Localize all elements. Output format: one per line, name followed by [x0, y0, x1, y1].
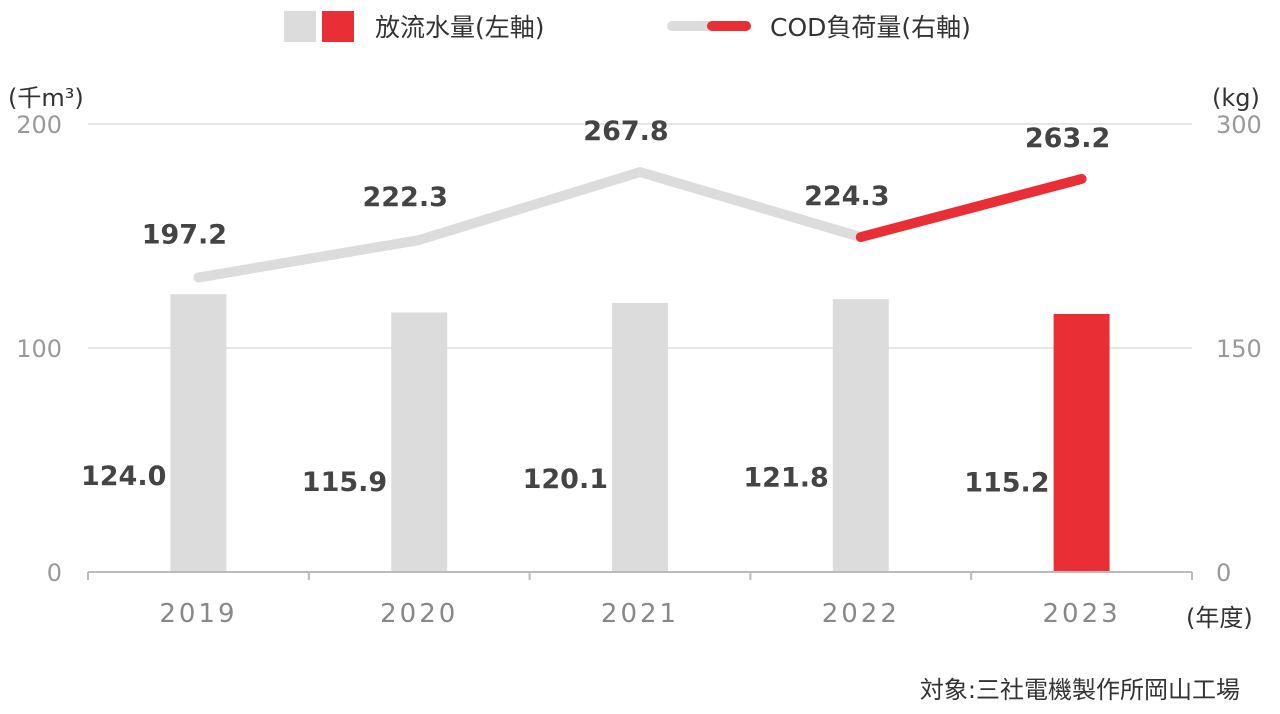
left-axis-unit: (千m³): [8, 84, 84, 112]
bar-2020: [391, 312, 448, 572]
right-tick-300: 300: [1216, 111, 1262, 139]
legend-label-line: COD負荷量(右軸): [770, 13, 971, 42]
category-labels: 2019 2020 2021 2022 2023: [159, 599, 1121, 629]
line-value-label-2021: 267.8: [583, 116, 668, 147]
line-value-label-2022: 224.3: [804, 181, 889, 212]
line-value-labels: 197.2 222.3 267.8 224.3 263.2: [142, 116, 1111, 250]
legend: 放流水量(左軸) COD負荷量(右軸): [284, 11, 971, 42]
left-axis-ticks: 0 100 200: [16, 111, 62, 587]
left-tick-200: 200: [16, 111, 62, 139]
bar-2019: [170, 294, 227, 572]
cod-line-segment-2021-2022: [635, 167, 866, 243]
bar-value-label-2019: 124.0: [81, 461, 166, 492]
bar-value-label-2023: 115.2: [964, 468, 1049, 499]
legend-swatch-bar-highlight: [322, 11, 354, 42]
cod-line: [193, 167, 1087, 283]
line-value-label-2019: 197.2: [142, 220, 227, 251]
bar-value-label-2020: 115.9: [302, 467, 387, 498]
right-axis-unit: (kg): [1212, 84, 1260, 112]
legend-label-bar: 放流水量(左軸): [375, 13, 545, 42]
right-axis-ticks: 0 150 300: [1216, 111, 1262, 587]
bar-2022: [832, 299, 889, 572]
legend-swatch-bar-muted: [284, 11, 316, 42]
category-label-2019: 2019: [159, 599, 237, 629]
cod-line-segment-2022-2023: [855, 173, 1087, 243]
cod-line-segment-2020-2021: [414, 167, 645, 246]
left-tick-100: 100: [16, 335, 62, 363]
bar-2023: [1053, 313, 1110, 572]
category-label-2021: 2021: [601, 599, 679, 629]
bar-value-label-2021: 120.1: [523, 464, 608, 495]
category-label-2020: 2020: [380, 599, 458, 629]
x-axis-unit: (年度): [1186, 604, 1253, 632]
category-label-2023: 2023: [1043, 599, 1121, 629]
right-tick-150: 150: [1216, 335, 1262, 363]
right-tick-0: 0: [1216, 559, 1231, 587]
category-label-2022: 2022: [822, 599, 900, 629]
bar-value-labels: 124.0 115.9 120.1 121.8 115.2: [81, 461, 1050, 499]
left-tick-0: 0: [47, 559, 62, 587]
bar-value-label-2022: 121.8: [743, 463, 828, 494]
bars: [170, 294, 1110, 572]
cod-line-segment-2019-2020: [193, 235, 425, 283]
x-axis: [87, 571, 1193, 580]
scope-note: 対象:三社電機製作所岡山工場: [920, 676, 1240, 704]
line-value-label-2020: 222.3: [362, 182, 447, 213]
bar-2021: [612, 302, 668, 572]
line-value-label-2023: 263.2: [1025, 123, 1110, 154]
